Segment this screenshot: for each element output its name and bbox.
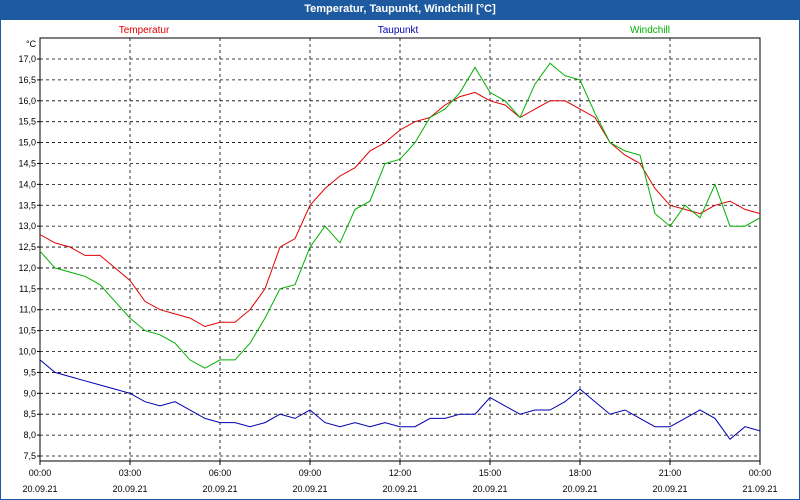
y-tick-label: 11,0 xyxy=(19,305,36,315)
series-line-windchill xyxy=(39,62,761,369)
y-tick-label: 8,5 xyxy=(23,409,36,419)
y-tick-label: 14,5 xyxy=(18,158,36,168)
legend-taupunkt: Taupunkt xyxy=(378,25,419,36)
x-tick-label-time: 00:00 xyxy=(749,468,772,478)
x-tick-label-time: 06:00 xyxy=(209,468,232,478)
x-tick-label-date: 20.09.21 xyxy=(22,484,57,494)
x-tick-label-date: 21.09.21 xyxy=(742,484,777,494)
x-tick-label-date: 20.09.21 xyxy=(472,484,507,494)
y-tick-label: 10,0 xyxy=(18,347,36,357)
legend-windchill: Windchill xyxy=(630,25,670,36)
y-tick-label: 12,5 xyxy=(18,242,36,252)
chart-title: Temperatur, Taupunkt, Windchill [°C] xyxy=(0,0,800,19)
y-tick-label: 9,5 xyxy=(23,367,36,377)
y-tick-label: 11,5 xyxy=(19,284,36,294)
x-tick-label-time: 21:00 xyxy=(659,468,682,478)
legend-temperatur: Temperatur xyxy=(119,25,170,36)
y-tick-label: 16,5 xyxy=(18,75,36,85)
y-tick-label: 7,5 xyxy=(23,451,36,461)
y-tick-label: 10,5 xyxy=(18,326,36,336)
y-tick-label: 8,0 xyxy=(23,430,36,440)
x-tick-label-time: 12:00 xyxy=(389,468,412,478)
y-tick-label: 15,5 xyxy=(18,117,36,127)
y-tick-label: 16,0 xyxy=(18,96,36,106)
x-tick-label-date: 20.09.21 xyxy=(382,484,417,494)
x-tick-label-date: 20.09.21 xyxy=(202,484,237,494)
y-tick-label: 12,0 xyxy=(18,263,36,273)
x-tick-label-date: 20.09.21 xyxy=(652,484,687,494)
x-tick-label-date: 20.09.21 xyxy=(292,484,327,494)
series-line-temperatur xyxy=(39,91,761,328)
x-tick-label-date: 20.09.21 xyxy=(562,484,597,494)
x-tick-label-time: 00:00 xyxy=(29,468,52,478)
y-tick-label: 14,0 xyxy=(18,179,36,189)
y-tick-label: 17,0 xyxy=(18,54,36,64)
y-tick-label: 9,0 xyxy=(23,388,36,398)
y-tick-label: 13,0 xyxy=(18,221,36,231)
y-tick-label: 13,5 xyxy=(18,200,36,210)
y-axis-label: °C xyxy=(26,39,37,49)
x-tick-label-time: 15:00 xyxy=(479,468,502,478)
x-tick-label-time: 09:00 xyxy=(299,468,322,478)
y-tick-label: 15,0 xyxy=(18,138,36,148)
series-line-taupunkt xyxy=(39,359,761,441)
x-tick-label-time: 18:00 xyxy=(569,468,592,478)
x-tick-label-date: 20.09.21 xyxy=(112,484,147,494)
x-tick-label-time: 03:00 xyxy=(119,468,142,478)
